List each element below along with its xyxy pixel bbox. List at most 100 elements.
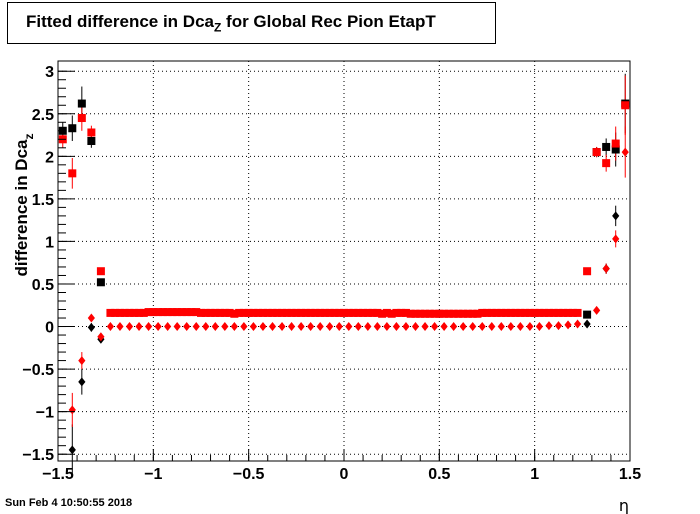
diamond-marker [554, 321, 563, 331]
diamond-marker [593, 305, 601, 315]
square-marker [549, 308, 558, 317]
diamond-marker [478, 322, 486, 332]
square-marker [254, 308, 263, 317]
diamond-marker [612, 211, 620, 221]
square-marker [173, 308, 182, 317]
square-marker [440, 309, 449, 318]
diamond-marker [211, 322, 219, 332]
diamond-marker [583, 319, 591, 329]
square-marker [139, 308, 148, 317]
diamond-marker [535, 322, 544, 332]
diamond-marker [488, 322, 496, 332]
square-marker [559, 308, 568, 317]
diamond-marker [97, 332, 105, 342]
square-marker [611, 145, 620, 154]
square-marker [401, 308, 410, 317]
diamond-marker [106, 322, 115, 332]
square-marker [478, 308, 487, 317]
square-marker [77, 114, 86, 123]
square-marker [521, 308, 530, 317]
diamond-marker [307, 322, 315, 332]
chart-title-box: Fitted difference in DcaZ for Global Rec… [7, 2, 496, 44]
chart-title: Fitted difference in DcaZ for Global Rec… [26, 12, 436, 35]
error-bars [62, 73, 626, 476]
diamond-marker [430, 322, 439, 332]
square-marker [502, 308, 511, 317]
diamond-marker [497, 322, 505, 332]
x-tick-label: 1.5 [619, 466, 641, 483]
diamond-marker [173, 322, 181, 332]
square-marker [154, 308, 163, 317]
square-marker [282, 308, 291, 317]
square-marker [568, 308, 577, 317]
diamond-marker [259, 322, 267, 332]
y-ticks: −1.5 −1 −0.5 0 0.5 1 1.5 2 2.5 3 [22, 64, 75, 464]
square-marker [292, 308, 301, 317]
square-marker [106, 308, 115, 317]
square-marker [411, 309, 420, 318]
diamond-marker [621, 147, 629, 157]
square-marker [611, 139, 620, 148]
square-marker [621, 101, 630, 110]
square-marker [68, 169, 77, 178]
diamond-marker [164, 322, 172, 332]
square-marker [583, 267, 592, 276]
diamond-marker [440, 322, 448, 332]
diamond-marker [268, 322, 277, 332]
data-points [58, 99, 630, 455]
square-marker [354, 308, 363, 317]
square-marker [325, 308, 334, 317]
square-marker [573, 308, 582, 317]
square-marker [449, 309, 458, 318]
square-marker [540, 308, 549, 317]
diamond-marker [221, 322, 229, 332]
square-marker [68, 124, 77, 133]
diamond-marker [335, 322, 343, 332]
square-marker [96, 278, 105, 287]
diamond-marker [278, 322, 286, 332]
grid-lines [58, 61, 630, 461]
diamond-marker [316, 322, 324, 332]
square-marker [602, 159, 611, 168]
square-marker [454, 309, 463, 318]
diamond-marker [612, 234, 620, 244]
diamond-marker [402, 322, 410, 332]
y-tick-label: 3 [45, 64, 54, 81]
diamond-marker [78, 377, 86, 387]
diamond-marker [345, 322, 353, 332]
square-marker [463, 309, 472, 318]
square-marker [182, 308, 191, 317]
square-marker [583, 310, 592, 319]
square-marker [335, 308, 344, 317]
square-marker [320, 308, 329, 317]
diamond-marker [326, 322, 334, 332]
y-axis-label: difference in Dcaz [12, 134, 36, 277]
square-marker [359, 308, 368, 317]
diamond-marker [469, 322, 477, 332]
square-marker [363, 308, 372, 317]
square-marker [158, 308, 167, 317]
square-marker [468, 309, 477, 318]
square-marker [87, 128, 96, 137]
square-marker [564, 308, 573, 317]
square-marker [163, 308, 172, 317]
square-marker [201, 308, 210, 317]
square-marker [239, 308, 248, 317]
square-marker [111, 308, 120, 317]
x-tick-label: −1 [144, 466, 162, 483]
y-tick-label: 2 [45, 149, 54, 166]
square-marker [306, 308, 315, 317]
square-marker [311, 308, 320, 317]
diamond-marker [68, 405, 76, 415]
square-marker [382, 308, 391, 317]
y-tick-label: −0.5 [22, 362, 54, 379]
diamond-marker [192, 322, 200, 332]
y-tick-label: 2.5 [32, 107, 54, 124]
square-marker [225, 308, 234, 317]
diamond-marker [421, 322, 429, 332]
diamond-marker [564, 320, 572, 330]
diamond-marker [507, 322, 515, 332]
square-marker [316, 308, 325, 317]
square-marker [425, 309, 434, 318]
